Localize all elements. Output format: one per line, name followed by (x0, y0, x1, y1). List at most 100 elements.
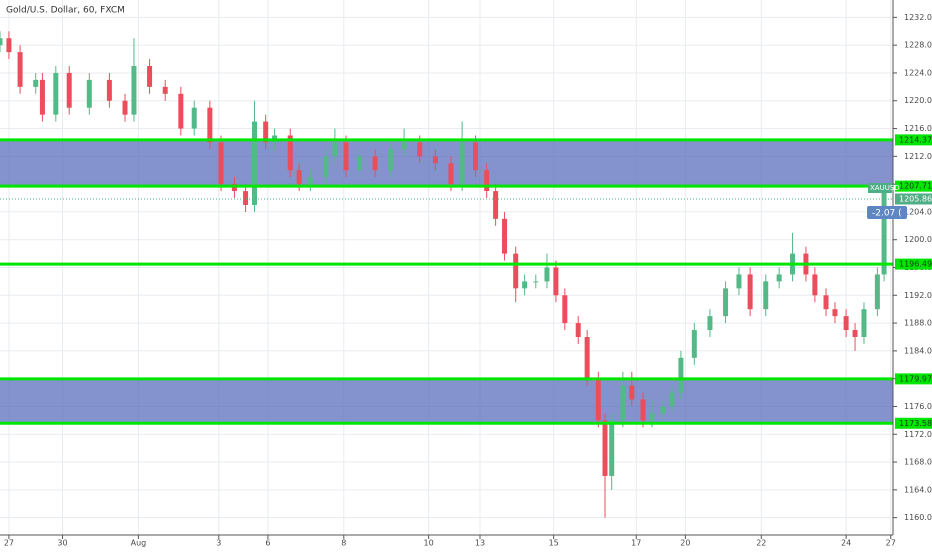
symbol-label: XAUUSD (870, 184, 900, 192)
candle-body (874, 274, 880, 310)
candle-body (218, 142, 224, 185)
candle-body (707, 316, 713, 331)
level-tag (895, 258, 932, 270)
candle-body (343, 142, 349, 171)
candle-body (736, 274, 742, 289)
candle-body (609, 420, 615, 476)
candle-body (747, 274, 753, 310)
candle-body (493, 191, 499, 219)
x-tick-label: 10 (424, 539, 434, 548)
y-tick-label: 1232.00 (904, 13, 932, 22)
level-label: 1179.97 (899, 374, 932, 383)
candle-body (448, 163, 454, 185)
level-tag (895, 180, 932, 192)
change-label: -2.07 ( (872, 208, 902, 218)
candle-body (459, 142, 465, 185)
level-tag (895, 134, 932, 146)
y-tick-label: 1188.00 (904, 319, 932, 328)
x-tick-label: 17 (631, 539, 641, 548)
candle-body (861, 309, 867, 337)
candle-body (33, 79, 39, 87)
candle-body (356, 156, 362, 171)
candle-body (473, 142, 479, 171)
last-price-tag (895, 193, 932, 205)
x-tick-label: 13 (475, 539, 485, 548)
y-tick-label: 1220.00 (904, 96, 932, 105)
candle-body (323, 156, 329, 178)
y-tick-label: 1200.00 (904, 235, 932, 244)
y-tick-label: 1176.00 (904, 402, 932, 411)
candle-body (122, 100, 128, 115)
x-tick-label: 27 (886, 539, 896, 548)
candle-body (723, 288, 729, 317)
candle-body (162, 86, 168, 94)
candle-body (243, 191, 249, 205)
candle-body (691, 330, 697, 358)
y-tick-label: 1160.00 (904, 513, 932, 522)
candle-body (0, 38, 3, 46)
candle-body (388, 149, 394, 171)
candle-body (502, 218, 508, 254)
x-tick-label: 27 (4, 539, 14, 548)
candle-body (39, 79, 45, 115)
candle-body (147, 66, 153, 87)
candle-body (178, 93, 184, 129)
x-tick-label: 6 (265, 539, 270, 548)
x-tick-label: 22 (756, 539, 766, 548)
candle-body (562, 295, 568, 324)
level-label: 1207.71 (899, 182, 932, 191)
y-tick-label: 1224.00 (904, 68, 932, 77)
candle-body (678, 357, 684, 393)
candle-body (53, 72, 59, 115)
candle-body (86, 79, 92, 108)
zone (0, 139, 893, 187)
candle-body (17, 52, 23, 87)
candle-body (669, 392, 675, 407)
candle-body (432, 156, 438, 164)
candle-body (533, 281, 539, 283)
last-price-label: 1205.86 (899, 194, 932, 203)
candle-body (640, 399, 646, 421)
candle-body (852, 330, 858, 337)
candle-body (296, 170, 302, 185)
candle-body (660, 406, 666, 414)
level-tag (895, 417, 932, 429)
y-tick-label: 1216.00 (904, 124, 932, 133)
x-tick-label: 20 (680, 539, 690, 548)
candle-body (484, 170, 490, 192)
candle-body (66, 72, 72, 108)
candle-body (843, 316, 849, 331)
candle-body (106, 79, 112, 101)
candle-body (207, 107, 213, 143)
candle-body (401, 142, 407, 150)
change-tag (867, 205, 907, 219)
candle-body (620, 385, 626, 421)
candle-body (307, 177, 313, 185)
x-tick-label: 15 (549, 539, 559, 548)
candle-body (553, 267, 559, 296)
candle-body (584, 336, 590, 379)
candle-body (776, 274, 782, 282)
candle-body (649, 413, 655, 421)
candle-body (602, 420, 608, 476)
x-tick-label: Aug (131, 539, 147, 548)
candle-body (513, 253, 519, 289)
candle-body (191, 107, 197, 129)
candle-body (812, 274, 818, 296)
y-tick-label: 1184.00 (904, 346, 932, 355)
candle-body (881, 191, 887, 275)
candle-body (263, 121, 269, 143)
candle-body (522, 281, 528, 289)
candle-body (544, 267, 550, 282)
candle-body (595, 378, 601, 421)
level-label: 1173.58 (899, 419, 932, 428)
candle-body (6, 38, 12, 53)
candle-body (823, 295, 829, 310)
candle-body (629, 385, 635, 400)
y-tick-label: 1204.00 (904, 207, 932, 216)
candle-body (575, 323, 581, 337)
x-tick-label: 24 (841, 539, 851, 548)
x-tick-label: 30 (57, 539, 67, 548)
x-tick-label: 8 (341, 539, 346, 548)
